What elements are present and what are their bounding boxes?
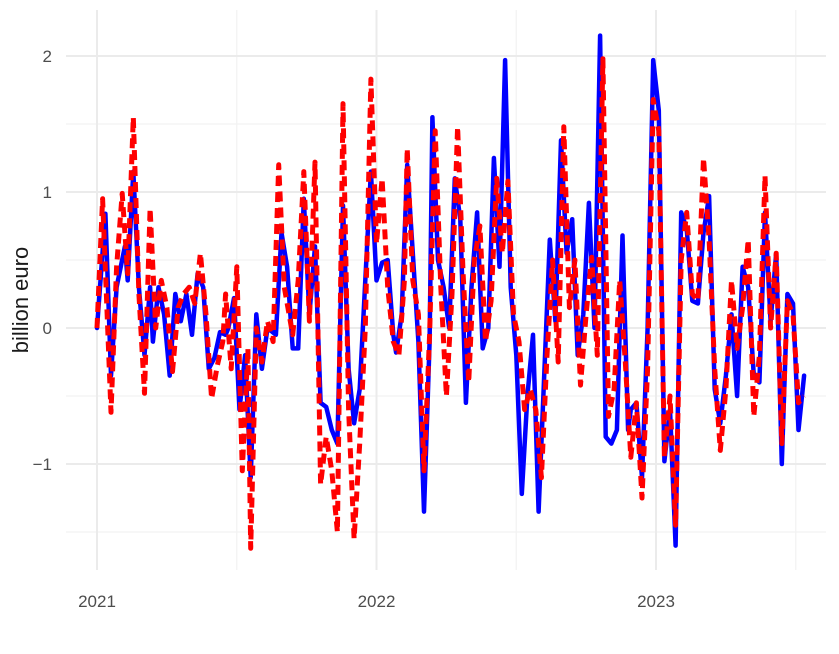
y-tick-label: 2 [43, 47, 52, 66]
series-line-dashed [94, 56, 807, 551]
x-tick-label: 2021 [78, 592, 116, 611]
y-tick-label: 1 [43, 183, 52, 202]
y-axis-label: billion euro [8, 247, 33, 353]
y-axis-tick-labels: −1 0 1 2 [33, 47, 52, 474]
y-tick-label: 0 [43, 319, 52, 338]
series-layer [94, 33, 807, 551]
grid-minor [66, 10, 826, 570]
x-tick-label: 2022 [358, 592, 396, 611]
y-tick-label: −1 [33, 455, 52, 474]
x-axis-tick-labels: 2021 2022 2023 [78, 592, 675, 611]
x-tick-label: 2023 [637, 592, 675, 611]
